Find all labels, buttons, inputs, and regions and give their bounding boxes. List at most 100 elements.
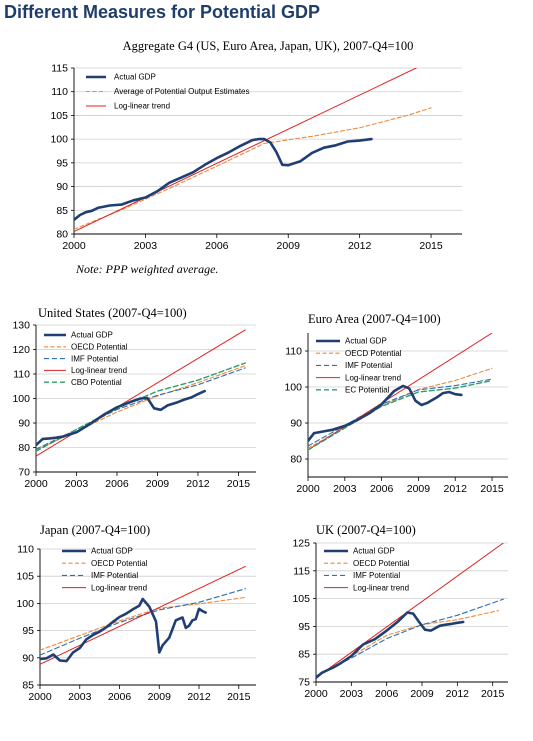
series-line-trend [316, 543, 504, 679]
x-tick-label: 2000 [296, 483, 320, 495]
y-tick-label: 95 [22, 625, 34, 637]
legend-label: Actual GDP [353, 547, 395, 556]
legend-label: Log-linear trend [353, 583, 409, 592]
legend-label: Actual GDP [71, 331, 113, 340]
series-line-average [74, 107, 432, 230]
series-line-trend [40, 565, 246, 665]
series-line-oecd [316, 610, 500, 677]
gridlines [308, 350, 508, 460]
y-tick-label: 110 [13, 369, 30, 381]
y-tick-label: 115 [51, 63, 68, 75]
series-line-actual [40, 597, 207, 663]
x-tick-label: 2012 [446, 688, 470, 700]
chart-title: UK (2007-Q4=100) [316, 523, 416, 537]
series-line-trend [74, 68, 418, 233]
x-tick-label: 2009 [410, 688, 434, 700]
y-tick-label: 105 [292, 593, 310, 605]
y-tick-label: 70 [18, 467, 30, 479]
y-tick-label: 110 [17, 544, 34, 556]
chart-japan: Japan (2007-Q4=100) 85 90 95 100 105 110 2000 20… [16, 523, 256, 703]
x-tick-label: 2003 [134, 240, 158, 252]
x-tick-label: 2000 [28, 691, 52, 703]
x-tick-label: 2009 [277, 240, 301, 252]
legend-label: OECD Potential [345, 349, 402, 358]
x-tick-label: 2015 [481, 688, 505, 700]
x-tick-label: 2006 [108, 691, 132, 703]
y-tick-label: 100 [12, 393, 30, 405]
chart-title: Japan (2007-Q4=100) [40, 523, 150, 537]
legend-label: OECD Potential [91, 559, 148, 568]
y-tick-label: 110 [51, 86, 68, 98]
page-title: Different Measures for Potential GDP [4, 2, 321, 22]
x-tick-label: 2006 [375, 688, 399, 700]
chart-aggregate-g4: Aggregate G4 (US, Euro Area, Japan, UK),… [50, 39, 462, 252]
series-group [36, 329, 246, 457]
x-tick-label: 2009 [148, 691, 172, 703]
x-tick-label: 2000 [24, 478, 48, 490]
legend-label: Average of Potential Output Estimates [114, 87, 249, 96]
y-tick-label: 115 [293, 565, 310, 577]
y-tick-label: 90 [22, 652, 34, 664]
legend-label: IMF Potential [91, 571, 138, 580]
x-tick-label: 2006 [205, 240, 229, 252]
legend-label: IMF Potential [71, 354, 118, 363]
legend: Actual GDP Average of Potential Output Es… [86, 73, 249, 111]
x-tick-label: 2003 [340, 688, 364, 700]
series-line-imf [40, 588, 246, 656]
legend-label: Actual GDP [114, 73, 156, 82]
legend-label: IMF Potential [345, 361, 392, 370]
x-tick-label: 2009 [407, 483, 431, 495]
series-group [316, 543, 504, 680]
x-tick-label: 2003 [68, 691, 92, 703]
y-tick-label: 95 [56, 157, 68, 169]
x-tick-label: 2015 [227, 478, 251, 490]
y-tick-label: 120 [12, 344, 30, 356]
legend-label: OECD Potential [353, 559, 410, 568]
series-line-ec [308, 379, 493, 451]
legend-label: Actual GDP [91, 547, 133, 556]
legend-label: Log-linear trend [345, 373, 401, 382]
x-tick-label: 2015 [480, 483, 504, 495]
x-tick-label: 2003 [65, 478, 89, 490]
series-line-actual [36, 389, 206, 447]
series-line-actual [308, 384, 463, 443]
x-tick-label: 2012 [187, 691, 211, 703]
legend: Actual GDP OECD Potential IMF Potential Log… [44, 331, 128, 387]
chart-euro-area: Euro Area (2007-Q4=100) 80 90 100 110 2000 200… [284, 312, 508, 495]
x-tick-label: 2006 [105, 478, 129, 490]
legend-label: Log-linear trend [91, 583, 147, 592]
legend-label: OECD Potential [71, 343, 128, 352]
legend: Actual GDP OECD Potential IMF Potential Log… [316, 337, 402, 395]
y-tick-label: 85 [56, 205, 68, 217]
y-tick-label: 90 [290, 418, 302, 430]
y-tick-label: 110 [285, 346, 302, 358]
y-tick-label: 125 [292, 538, 310, 550]
legend-label: Actual GDP [345, 337, 387, 346]
x-tick-label: 2015 [419, 240, 443, 252]
y-tick-label: 105 [16, 571, 34, 583]
series-line-trend [308, 333, 493, 451]
chart-uk: UK (2007-Q4=100) 75 85 95 105 115 125 2000 2003 2… [292, 523, 508, 700]
y-tick-label: 85 [22, 680, 34, 692]
y-tick-label: 75 [298, 677, 310, 689]
x-tick-label: 2006 [370, 483, 394, 495]
x-tick-label: 2000 [304, 688, 328, 700]
y-tick-label: 80 [18, 442, 30, 454]
chart-title: United States (2007-Q4=100) [38, 306, 187, 320]
chart-united-states: United States (2007-Q4=100) 70 80 90 100 110 1… [12, 306, 256, 490]
legend-label: IMF Potential [353, 571, 400, 580]
legend-label: EC Potential [345, 386, 390, 395]
y-tick-label: 95 [298, 621, 310, 633]
series-group [74, 68, 432, 233]
y-tick-label: 90 [18, 418, 30, 430]
y-tick-label: 90 [56, 181, 68, 193]
x-tick-label: 2003 [333, 483, 357, 495]
x-tick-label: 2015 [227, 691, 251, 703]
series-line-trend [36, 329, 246, 457]
series-line-oecd [36, 365, 246, 451]
series-line-cbo [36, 362, 246, 452]
gridlines [36, 324, 256, 473]
y-tick-label: 80 [290, 454, 302, 466]
chart-title: Euro Area (2007-Q4=100) [308, 312, 441, 326]
x-tick-label: 2012 [444, 483, 468, 495]
